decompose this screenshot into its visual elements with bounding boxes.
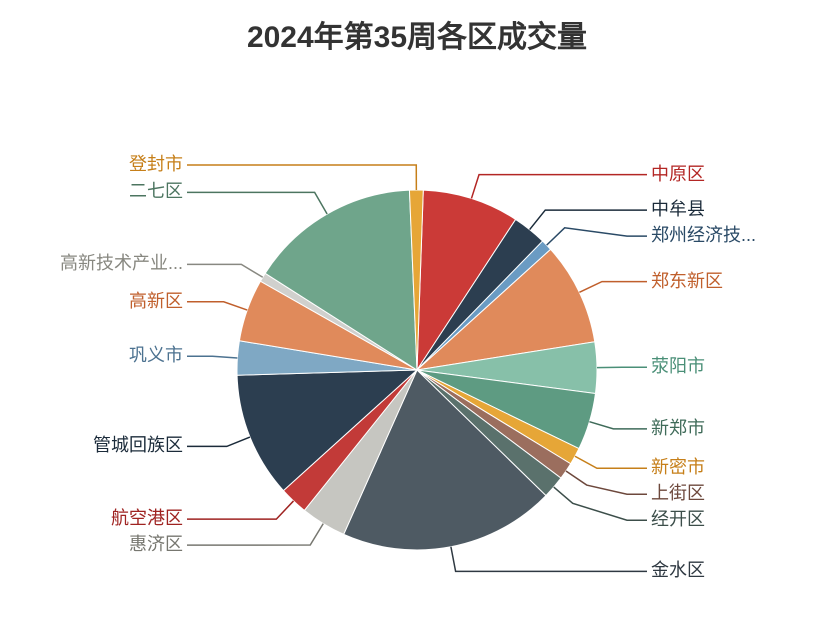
leader-line — [187, 501, 293, 519]
slice-label: 高新区 — [129, 292, 183, 310]
slice-label: 郑州经济技... — [651, 226, 756, 244]
slice-label: 荥阳市 — [651, 357, 705, 375]
leader-line — [589, 422, 647, 429]
slice-label: 郑东新区 — [651, 272, 723, 290]
slice-label: 登封市 — [129, 155, 183, 173]
slice-label: 管城回族区 — [93, 436, 183, 454]
leader-line — [566, 471, 647, 494]
slice-label: 中牟县 — [651, 200, 705, 218]
leader-line — [530, 210, 647, 230]
leader-line — [187, 165, 416, 190]
leader-line — [187, 437, 250, 446]
slice-label: 上街区 — [651, 484, 705, 502]
pie-chart-container: 2024年第35周各区成交量 中原区中牟县郑州经济技...郑东新区荥阳市新郑市新… — [0, 0, 834, 630]
leader-line — [554, 487, 647, 520]
slice-label: 航空港区 — [111, 509, 183, 527]
leader-line — [471, 175, 647, 199]
slice-label: 惠济区 — [129, 535, 183, 553]
leader-line — [187, 192, 327, 214]
leader-lines — [0, 0, 834, 630]
leader-line — [187, 302, 247, 310]
leader-line — [575, 456, 647, 468]
slice-label: 巩义市 — [129, 346, 183, 364]
slice-label: 高新技术产业... — [60, 254, 183, 272]
leader-line — [187, 524, 323, 545]
leader-line — [451, 547, 647, 572]
leader-line — [187, 356, 237, 358]
slice-label: 金水区 — [651, 561, 705, 579]
slice-label: 二七区 — [129, 182, 183, 200]
leader-line — [547, 228, 647, 245]
leader-line — [187, 264, 263, 277]
slice-label: 新郑市 — [651, 419, 705, 437]
leader-line — [579, 282, 647, 293]
slice-label: 新密市 — [651, 458, 705, 476]
slice-label: 中原区 — [651, 165, 705, 183]
slice-label: 经开区 — [651, 510, 705, 528]
